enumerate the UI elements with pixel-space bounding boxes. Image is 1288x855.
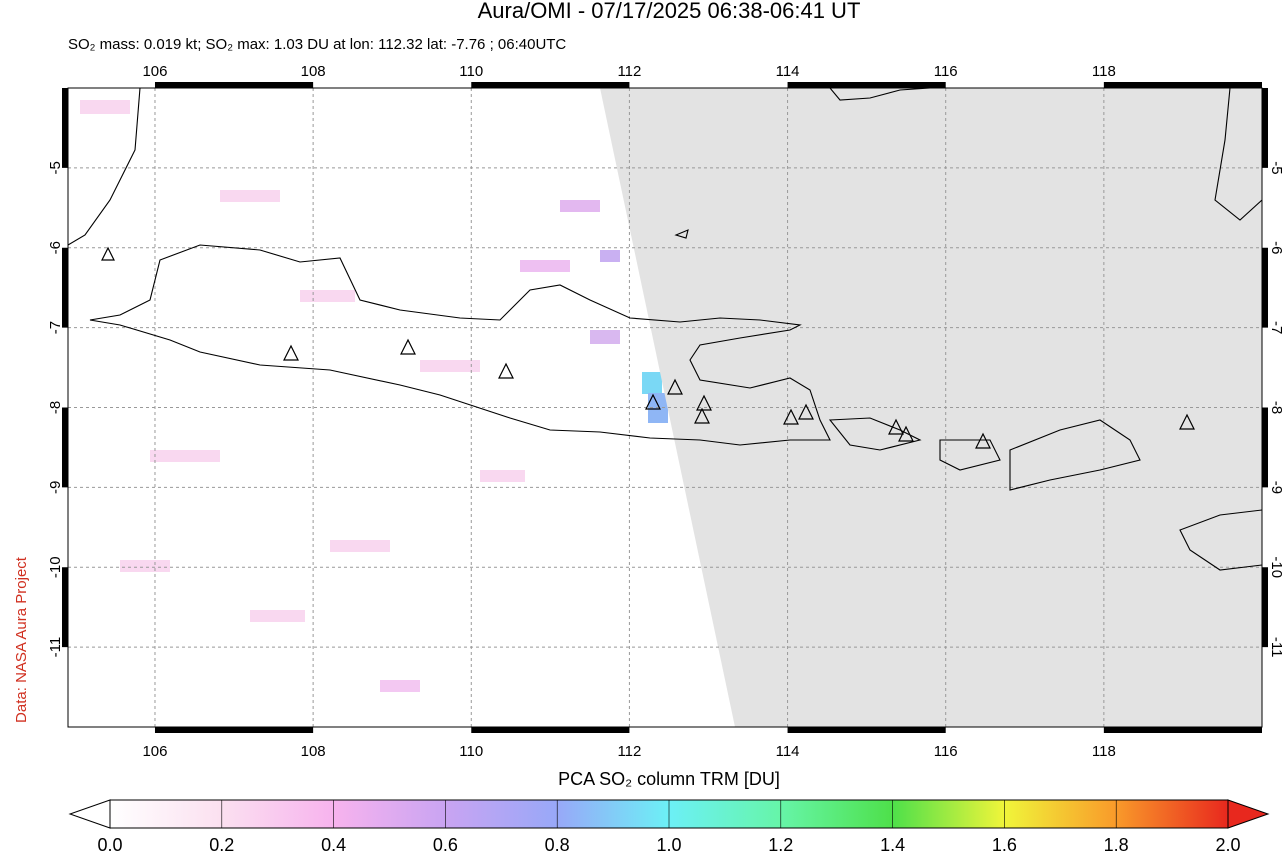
- lon-tick-label: 116: [934, 63, 958, 80]
- volcanoes: [101, 246, 1195, 449]
- lat-tick-label: -7: [1268, 321, 1285, 334]
- frame-bar: [787, 727, 946, 733]
- colorbar-tick-label: 1.4: [880, 835, 905, 855]
- frame-bar: [1262, 407, 1268, 488]
- colorbar-tick-label: 1.0: [656, 835, 681, 855]
- coastlines: [68, 88, 1262, 571]
- lon-tick-label: 118: [1092, 63, 1116, 80]
- lon-tick-label: 112: [617, 63, 641, 80]
- so2-pixels: [80, 100, 620, 692]
- lat-tick-label: -7: [47, 321, 64, 334]
- lat-tick-label: -8: [1268, 401, 1285, 414]
- lon-tick-label: 110: [459, 63, 483, 80]
- colorbar-tick-label: 0.8: [545, 835, 570, 855]
- lon-tick-label: 114: [776, 63, 800, 80]
- credit: Data: NASA Aura Project: [13, 556, 30, 723]
- frame-bar: [62, 88, 68, 168]
- lat-tick-label: -11: [1268, 637, 1285, 658]
- lon-tick-label: 118: [1092, 743, 1116, 760]
- frame-bar: [471, 82, 630, 88]
- lat-tick-label: -5: [1268, 161, 1285, 174]
- lon-tick-label: 106: [142, 743, 167, 760]
- lon-tick-label: 110: [459, 743, 483, 760]
- lat-tick-label: -9: [1268, 481, 1285, 494]
- title: Aura/OMI - 07/17/2025 06:38-06:41 UT: [478, 0, 861, 23]
- colorbar-tick-label: 2.0: [1215, 835, 1240, 855]
- lon-tick-label: 112: [617, 743, 641, 760]
- frame-bar: [154, 82, 314, 88]
- frame-bar: [62, 407, 68, 488]
- frame-bar: [1103, 82, 1262, 88]
- colorbar-tick-label: 0.0: [97, 835, 122, 855]
- colorbar-under: [68, 799, 111, 829]
- lat-tick-label: -5: [47, 161, 64, 174]
- frame-bar: [154, 727, 314, 733]
- colorbar-tick-label: 0.4: [321, 835, 346, 855]
- so2-max-pixels: [642, 372, 662, 394]
- lat-tick-label: -10: [1268, 556, 1285, 578]
- frame-bar: [471, 727, 630, 733]
- frame-bar: [1262, 88, 1268, 168]
- colorbar-label: PCA SO₂ column TRM [DU]: [558, 769, 780, 789]
- frame-bar: [62, 567, 68, 648]
- lat-tick-label: -6: [47, 241, 64, 254]
- colorbar-tick-label: 1.8: [1104, 835, 1129, 855]
- lat-tick-label: -10: [47, 556, 64, 578]
- colorbar-tick-label: 0.2: [209, 835, 234, 855]
- lon-tick-label: 108: [301, 63, 326, 80]
- subtitle: SO₂ mass: 0.019 kt; SO₂ max: 1.03 DU at …: [68, 36, 566, 53]
- lon-tick-label: 114: [776, 743, 800, 760]
- colorbar-tick-label: 0.6: [433, 835, 458, 855]
- lon-tick-label: 106: [142, 63, 167, 80]
- map-border: [67, 87, 1263, 728]
- lon-tick-label: 116: [934, 743, 958, 760]
- colorbar-tick-label: 1.6: [992, 835, 1017, 855]
- lat-tick-label: -8: [47, 401, 64, 414]
- frame-bar: [1262, 247, 1268, 328]
- lat-tick-label: -9: [47, 481, 64, 494]
- colorbar-over: [1227, 799, 1270, 829]
- frame-bar: [787, 82, 946, 88]
- frame-bar: [62, 247, 68, 328]
- lat-tick-label: -6: [1268, 241, 1285, 254]
- frame-bar: [1262, 567, 1268, 648]
- frame-bar: [1103, 727, 1262, 733]
- lat-tick-label: -11: [47, 637, 64, 658]
- map: [68, 88, 1262, 727]
- colorbar-tick-label: 1.2: [768, 835, 793, 855]
- lon-tick-label: 108: [301, 743, 326, 760]
